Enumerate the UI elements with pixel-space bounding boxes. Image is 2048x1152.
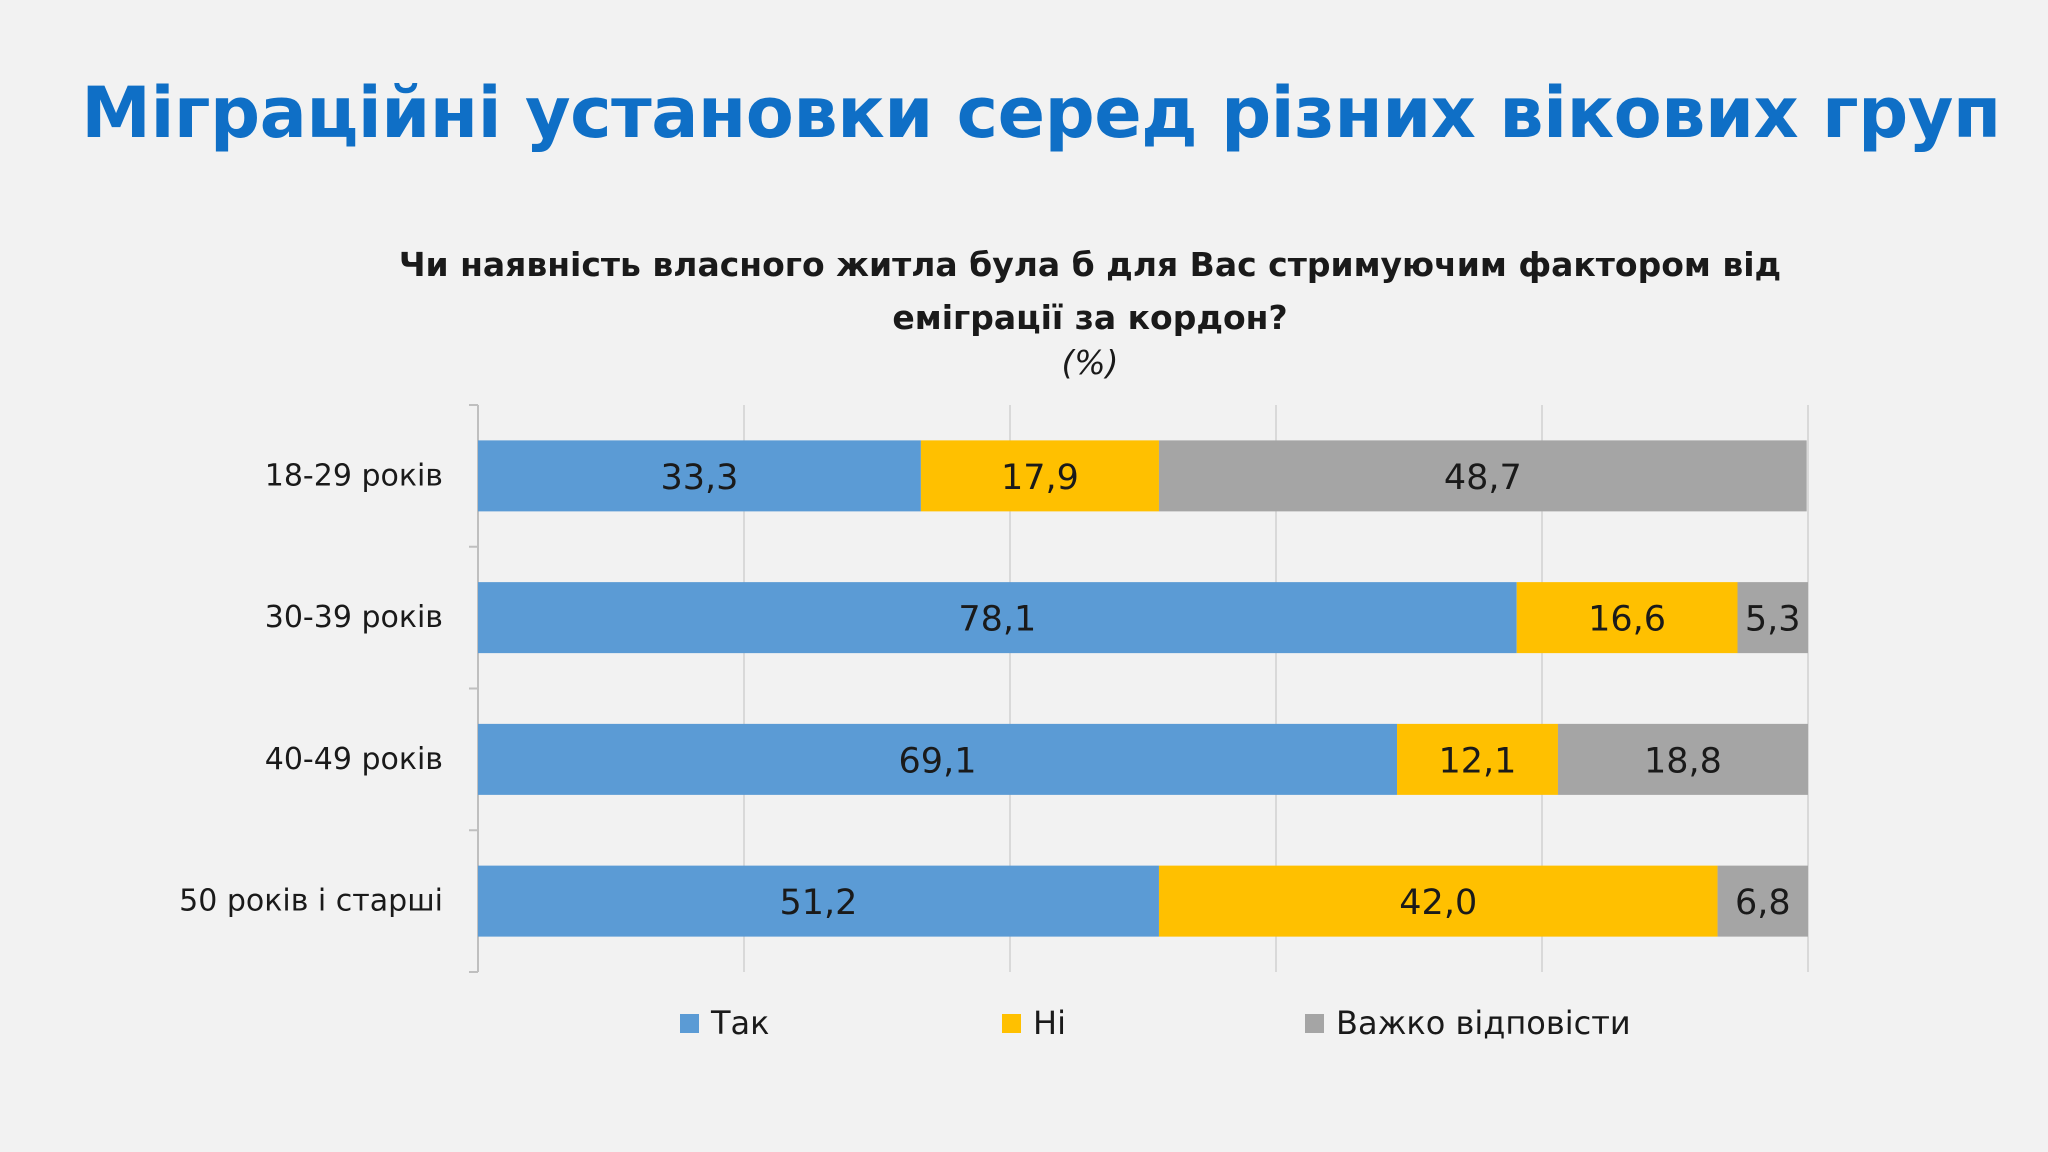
data-label: 5,3 — [1745, 600, 1801, 640]
bar-segment — [478, 440, 921, 512]
category-label: 18-29 років — [265, 458, 443, 493]
legend-label-vazhko: Важко відповісти — [1336, 1004, 1631, 1042]
legend-item-ni: Ні — [1002, 998, 1066, 1048]
legend-swatch-ni — [1002, 1013, 1021, 1033]
legend-item-vazhko: Важко відповісти — [1305, 998, 1631, 1048]
slide-title: Міграційні установки серед різних вікови… — [81, 72, 2001, 154]
legend-label-ni: Ні — [1033, 1004, 1066, 1042]
bar-segment — [478, 723, 1398, 795]
category-label: 50 років і старші — [179, 884, 443, 919]
data-label: 18,8 — [1644, 741, 1722, 781]
bar-segment — [1557, 723, 1808, 795]
bar-segment — [1737, 582, 1808, 654]
data-label: 78,1 — [958, 600, 1036, 640]
legend-swatch-tak — [680, 1013, 699, 1033]
data-label: 16,6 — [1588, 600, 1666, 640]
data-label: 42,0 — [1399, 883, 1477, 923]
data-label: 48,7 — [1444, 458, 1522, 498]
bar-segment — [1158, 440, 1807, 512]
bar-segment — [1397, 723, 1558, 795]
legend-swatch-vazhko — [1305, 1013, 1324, 1033]
chart-subtitle: (%) — [1061, 343, 1119, 382]
bar-segment — [478, 582, 1517, 654]
chart-title: Чи наявність власного житла була б для В… — [398, 245, 1782, 337]
bar-segment — [920, 440, 1159, 512]
legend-label-tak: Так — [711, 1004, 770, 1042]
bar-segment — [1516, 582, 1738, 654]
data-label: 12,1 — [1439, 741, 1517, 781]
data-label: 51,2 — [780, 883, 858, 923]
bar-segment — [1158, 865, 1718, 937]
category-label: 30-39 років — [265, 600, 443, 635]
bar-segment — [1717, 865, 1808, 937]
bar-segment — [478, 865, 1159, 937]
data-label: 6,8 — [1735, 883, 1791, 923]
category-label: 40-49 років — [265, 742, 443, 777]
data-label: 69,1 — [899, 741, 977, 781]
legend-item-tak: Так — [680, 998, 769, 1048]
data-label: 33,3 — [660, 458, 738, 498]
chart-legend: Так Ні Важко відповісти — [0, 998, 2048, 1048]
data-label: 17,9 — [1001, 458, 1079, 498]
